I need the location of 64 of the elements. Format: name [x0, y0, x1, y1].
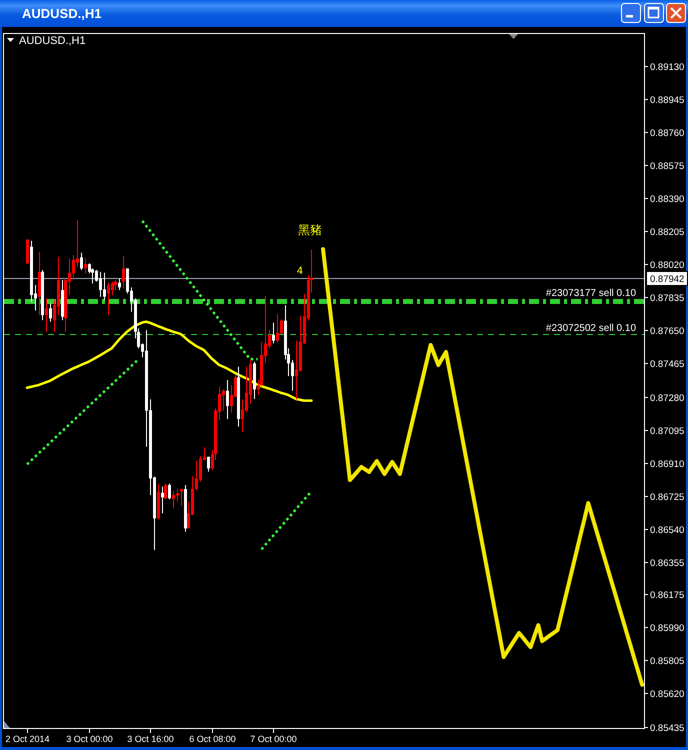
line-series [26, 320, 313, 402]
candlestick [168, 482, 171, 500]
y-tick-label: 0.85805 [650, 656, 684, 667]
line-series [26, 358, 140, 466]
candlestick [84, 258, 87, 274]
candlestick [99, 271, 102, 298]
y-tick-label: 0.87280 [650, 393, 684, 404]
x-tick-label: 7 Oct 00:00 [250, 734, 297, 744]
candlestick [226, 380, 229, 420]
candlestick [80, 252, 83, 271]
x-tick-label: 3 Oct 16:00 [127, 734, 174, 744]
y-tick-label: 0.88945 [650, 95, 684, 106]
candlestick [72, 254, 75, 281]
candlestick [222, 388, 225, 412]
candlestick [180, 488, 183, 506]
line-series [321, 247, 644, 687]
ref-line-label: #23073177 sell 0.10 [546, 288, 636, 299]
candlestick [45, 298, 48, 332]
candlestick [164, 482, 167, 500]
y-tick-label: 0.87465 [650, 359, 684, 370]
y-tick-label: 0.86175 [650, 590, 684, 601]
candlestick [161, 486, 164, 514]
chart-subtitle: AUDUSD.,H1 [19, 35, 86, 47]
annotation: 黑豬 [298, 223, 322, 237]
ref-line-label: 0.87942 [650, 274, 684, 285]
y-tick-label: 0.88205 [650, 227, 684, 238]
y-tick-label: 0.85620 [650, 689, 684, 700]
candlestick [272, 322, 275, 344]
y-tick-label: 0.87650 [650, 326, 684, 337]
y-tick-label: 0.88020 [650, 260, 684, 271]
y-tick-label: 0.88575 [650, 161, 684, 172]
y-tick-label: 0.86540 [650, 525, 684, 536]
candlestick [172, 490, 175, 509]
x-tick-label: 6 Oct 08:00 [189, 734, 236, 744]
y-tick-label: 0.87095 [650, 426, 684, 437]
candlestick [111, 281, 114, 296]
candlestick [176, 488, 179, 502]
candlestick [207, 456, 210, 472]
candlestick [122, 256, 125, 289]
y-tick-label: 0.89130 [650, 62, 684, 73]
candlestick [26, 238, 29, 265]
y-tick-label: 0.86910 [650, 459, 684, 470]
line-series [260, 490, 313, 551]
x-tick-label: 3 Oct 00:00 [66, 734, 113, 744]
chart-title: AUDUSD.,H1 [22, 6, 102, 21]
y-tick-label: 0.86725 [650, 492, 684, 503]
candlestick [114, 280, 117, 291]
candlestick [276, 314, 279, 344]
y-tick-label: 0.86355 [650, 558, 684, 569]
candlestick [49, 302, 52, 322]
y-tick-label: 0.85990 [650, 623, 684, 634]
candlestick [103, 272, 106, 301]
candlestick [107, 282, 110, 316]
line-series [141, 220, 259, 360]
ref-line-label: #23072502 sell 0.10 [546, 323, 636, 334]
y-tick-label: 0.88390 [650, 194, 684, 205]
y-tick-label: 0.88760 [650, 128, 684, 139]
candlestick [295, 340, 298, 400]
y-tick-label: 0.85435 [650, 723, 684, 734]
annotation: 4 [296, 266, 304, 277]
candlestick [195, 460, 198, 491]
candlestick [118, 278, 121, 291]
y-tick-label: 0.87835 [650, 293, 684, 304]
x-tick-label: 2 Oct 2014 [5, 734, 50, 744]
